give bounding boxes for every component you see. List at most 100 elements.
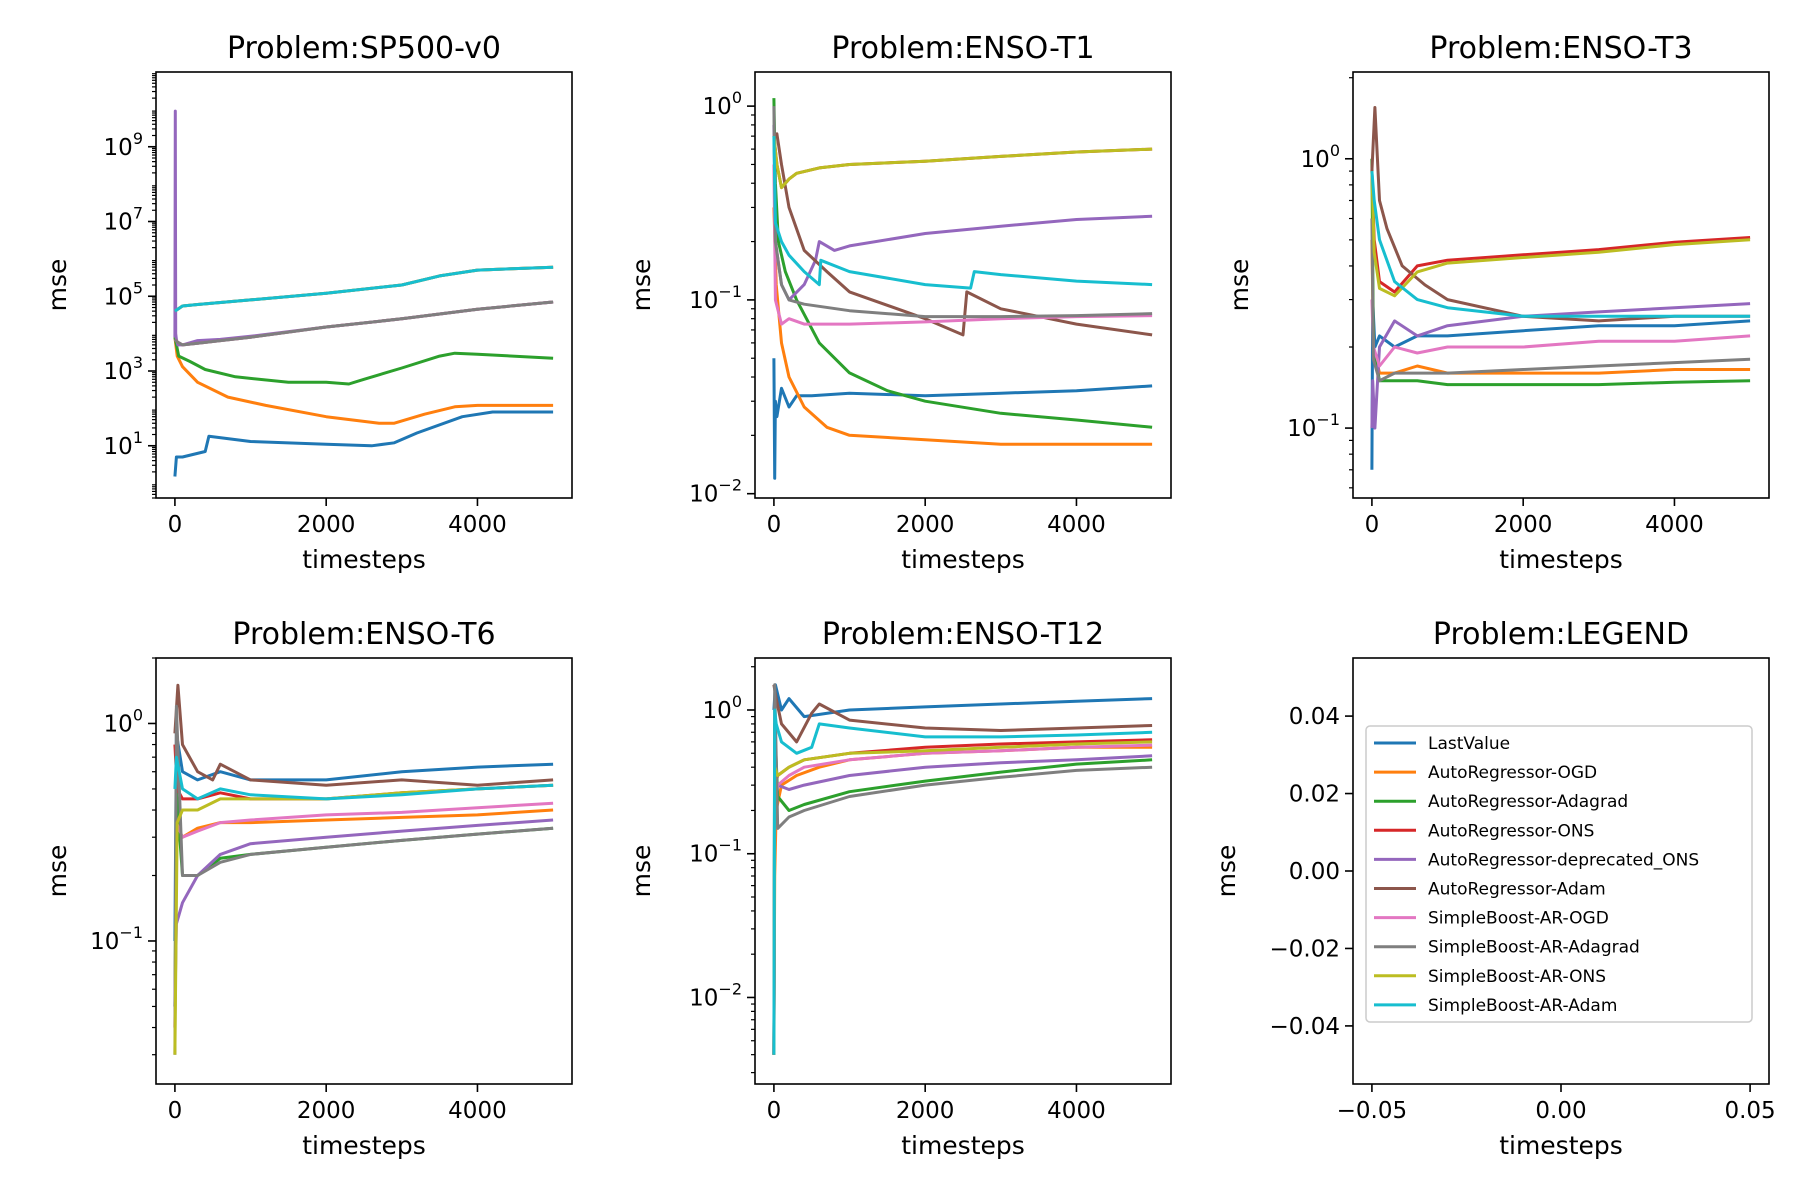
legend-entry: LastValue — [1428, 734, 1510, 754]
y-tick-label: 101 — [104, 428, 143, 460]
axes-frame — [754, 657, 1172, 1085]
axes-frame — [754, 71, 1172, 499]
subplot-6: −0.04 −0.02 0.00 0.02 0.04 −0.05 0.00 0.05 Probl… — [1212, 617, 1776, 1160]
series-line-simpleboost-ar-adagrad — [772, 683, 1153, 1055]
x-axis-label: timesteps — [1499, 1131, 1623, 1160]
series-line-autoregressor-adagrad — [1370, 158, 1751, 387]
y-axis-label: mse — [1225, 259, 1254, 312]
series-line-autoregressor-deprecated-ons — [173, 109, 554, 347]
y-tick-label: 10−1 — [689, 282, 742, 314]
series-line-autoregressor-adam — [173, 683, 554, 787]
y-tick-label: 10−2 — [689, 476, 742, 508]
y-tick-label: 0.00 — [1289, 859, 1340, 885]
y-tick-label: −0.04 — [1270, 1014, 1340, 1040]
x-tick-label: 2000 — [896, 512, 955, 538]
x-tick-label: 4000 — [448, 1098, 507, 1124]
series-group — [1370, 106, 1751, 470]
series-group — [173, 109, 554, 477]
series-line-autoregressor-adagrad — [173, 336, 554, 386]
x-tick-label: 0 — [767, 512, 782, 538]
y-axis-label: mse — [43, 259, 72, 312]
y-tick-label: 0.02 — [1289, 782, 1340, 808]
x-axis-label: timesteps — [302, 1131, 426, 1160]
x-tick-label: 2000 — [297, 1098, 356, 1124]
series-line-simpleboost-ar-adam — [173, 755, 554, 801]
x-tick-label: 2000 — [297, 512, 356, 538]
y-tick-label: 100 — [104, 705, 143, 737]
legend-entry: SimpleBoost-AR-OGD — [1428, 909, 1609, 929]
series-line-simpleboost-ar-adagrad — [772, 106, 1153, 319]
x-tick-label: 2000 — [1494, 512, 1553, 538]
series-line-simpleboost-ar-adagrad — [173, 300, 554, 347]
legend-entry: AutoRegressor-OGD — [1428, 763, 1597, 783]
y-tick-label: 100 — [703, 88, 742, 120]
x-tick-label: 4000 — [1047, 512, 1106, 538]
series-line-simpleboost-ar-adam — [1370, 170, 1751, 318]
y-tick-label: 10−1 — [689, 836, 742, 868]
series-line-lastvalue — [173, 410, 554, 477]
series-line-lastvalue — [173, 731, 554, 942]
y-tick-label: 100 — [1301, 141, 1340, 173]
x-tick-label: 2000 — [896, 1098, 955, 1124]
axes-frame — [155, 657, 573, 1085]
y-axis-label: mse — [1212, 845, 1241, 898]
x-tick-label: 0 — [168, 512, 183, 538]
series-line-autoregressor-adam — [772, 132, 1153, 337]
chart-title: Problem:ENSO-T1 — [831, 31, 1094, 66]
y-tick-label: 105 — [104, 278, 143, 310]
series-line-autoregressor-adam — [1370, 106, 1751, 323]
series-line-simpleboost-ar-adam — [772, 708, 1153, 1055]
subplot-5: 10−2 10−1 100 0 2000 4000 Problem:ENSO-T12 time… — [627, 617, 1172, 1160]
series-group — [772, 98, 1153, 480]
x-axis-label: timesteps — [901, 545, 1025, 574]
series-group — [772, 683, 1153, 1055]
series-line-simpleboost-ar-ogd — [772, 164, 1153, 326]
y-tick-label: 107 — [104, 204, 143, 236]
series-line-autoregressor-adagrad — [772, 722, 1153, 1055]
y-tick-label: −0.02 — [1270, 936, 1340, 962]
series-line-autoregressor-deprecated-ons — [772, 754, 1153, 1055]
legend-box — [1365, 725, 1753, 1023]
legend-entry: AutoRegressor-deprecated_ONS — [1428, 850, 1699, 870]
y-tick-label: 10−1 — [90, 923, 143, 955]
series-line-simpleboost-ar-ons — [173, 783, 554, 1055]
series-line-simpleboost-ar-ons — [772, 135, 1153, 190]
series-line-lastvalue — [772, 358, 1153, 480]
subplot-1: 101 103 105 107 109 0 2000 4000 Problem:SP500-v0… — [43, 31, 573, 574]
series-line-autoregressor-ons — [1370, 171, 1751, 294]
series-line-simpleboost-ar-adam — [772, 136, 1153, 290]
axes-frame — [155, 71, 573, 499]
x-tick-label: 0 — [168, 1098, 183, 1124]
y-axis-label: mse — [627, 845, 656, 898]
series-line-simpleboost-ar-adam — [174, 265, 554, 313]
series-line-simpleboost-ar-ogd — [772, 743, 1153, 1055]
x-tick-label: 4000 — [1645, 512, 1704, 538]
x-tick-label: 0.05 — [1724, 1098, 1775, 1124]
chart-title: Problem:SP500-v0 — [227, 31, 501, 66]
subplot-4: 10−1 100 0 2000 4000 Problem:ENSO-T6 timesteps… — [43, 617, 573, 1160]
y-tick-label: 100 — [703, 692, 742, 724]
series-line-simpleboost-ar-ons — [772, 740, 1153, 1055]
series-line-simpleboost-ar-ons — [1370, 171, 1751, 298]
series-line-simpleboost-ar-ogd — [173, 801, 554, 1028]
chart-title: Problem:ENSO-T3 — [1429, 31, 1692, 66]
series-line-autoregressor-ogd — [772, 745, 1153, 1055]
series-line-autoregressor-deprecated-ons — [173, 818, 554, 1007]
chart-title: Problem:ENSO-T6 — [232, 617, 495, 652]
series-line-lastvalue — [772, 683, 1153, 719]
x-tick-label: 4000 — [448, 512, 507, 538]
subplot-2: 10−2 10−1 100 0 2000 4000 Problem:ENSO-T1 times… — [627, 31, 1172, 574]
legend-entry: AutoRegressor-ONS — [1428, 821, 1594, 841]
y-tick-label: 0.04 — [1289, 704, 1340, 730]
series-group — [173, 683, 554, 1055]
legend-entry: SimpleBoost-AR-Adam — [1428, 996, 1617, 1016]
series-line-autoregressor-ons — [772, 135, 1153, 190]
series-line-autoregressor-deprecated-ons — [1370, 302, 1751, 430]
series-line-autoregressor-ons — [772, 738, 1153, 1055]
x-axis-label: timesteps — [1499, 545, 1623, 574]
x-tick-label: 0.00 — [1535, 1098, 1586, 1124]
y-tick-label: 10−2 — [689, 979, 742, 1011]
y-tick-label: 109 — [104, 129, 143, 161]
chart-title: Problem:ENSO-T12 — [822, 617, 1104, 652]
